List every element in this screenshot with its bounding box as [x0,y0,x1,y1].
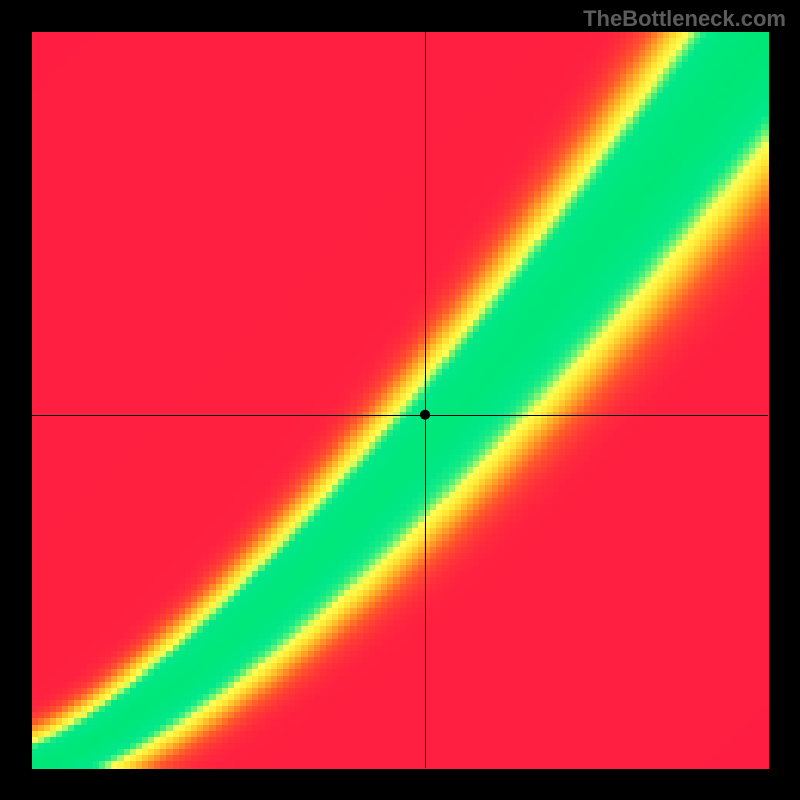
bottleneck-heatmap [0,0,800,800]
watermark-text: TheBottleneck.com [583,6,786,32]
